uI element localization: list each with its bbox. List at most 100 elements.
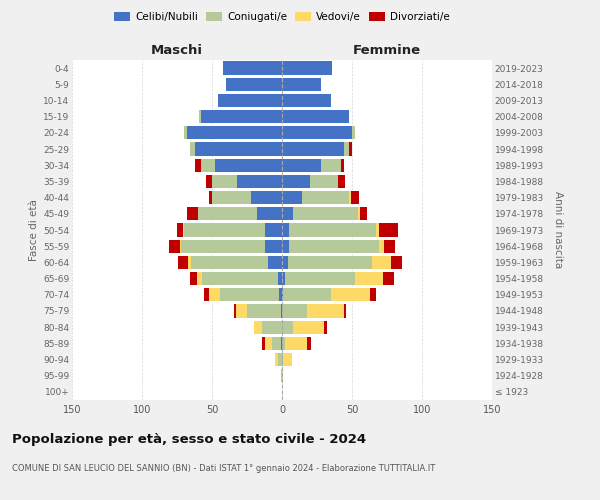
Bar bbox=[235, 304, 236, 318]
Bar bbox=[379, 224, 398, 236]
Bar bbox=[358, 207, 361, 220]
Bar bbox=[282, 110, 349, 124]
Bar bbox=[201, 158, 215, 172]
Bar bbox=[184, 224, 265, 236]
Bar bbox=[282, 369, 283, 382]
Bar bbox=[215, 158, 282, 172]
Bar bbox=[341, 158, 344, 172]
Bar bbox=[201, 110, 282, 124]
Bar bbox=[212, 175, 237, 188]
Bar bbox=[198, 207, 257, 220]
Bar bbox=[283, 353, 292, 366]
Bar bbox=[184, 126, 187, 140]
Bar bbox=[251, 191, 282, 204]
Bar bbox=[278, 272, 282, 285]
Bar bbox=[285, 272, 355, 285]
Bar bbox=[262, 336, 265, 350]
Bar bbox=[191, 256, 268, 269]
Bar bbox=[344, 304, 346, 318]
Bar bbox=[282, 94, 331, 107]
Bar bbox=[282, 353, 283, 366]
Bar bbox=[282, 62, 332, 74]
Bar bbox=[282, 240, 289, 253]
Bar bbox=[178, 256, 188, 269]
Bar bbox=[287, 256, 371, 269]
Bar bbox=[209, 288, 220, 302]
Bar bbox=[262, 320, 282, 334]
Bar bbox=[282, 126, 352, 140]
Bar bbox=[188, 256, 191, 269]
Bar bbox=[282, 207, 293, 220]
Bar bbox=[281, 304, 282, 318]
Bar bbox=[197, 272, 202, 285]
Bar bbox=[226, 78, 282, 91]
Bar bbox=[283, 288, 331, 302]
Bar bbox=[190, 142, 195, 156]
Bar bbox=[281, 336, 282, 350]
Text: Maschi: Maschi bbox=[151, 44, 203, 57]
Bar bbox=[209, 191, 212, 204]
Bar bbox=[383, 272, 394, 285]
Bar bbox=[218, 94, 282, 107]
Bar bbox=[199, 110, 201, 124]
Bar bbox=[307, 336, 311, 350]
Legend: Celibi/Nubili, Coniugati/e, Vedovi/e, Divorziati/e: Celibi/Nubili, Coniugati/e, Vedovi/e, Di… bbox=[110, 8, 454, 26]
Bar bbox=[195, 158, 201, 172]
Bar bbox=[282, 78, 321, 91]
Bar bbox=[355, 272, 383, 285]
Bar bbox=[187, 207, 198, 220]
Bar bbox=[282, 142, 344, 156]
Bar bbox=[279, 288, 282, 302]
Bar bbox=[289, 224, 376, 236]
Bar bbox=[289, 240, 379, 253]
Bar bbox=[187, 126, 282, 140]
Y-axis label: Fasce di età: Fasce di età bbox=[29, 199, 39, 261]
Bar bbox=[384, 240, 395, 253]
Bar bbox=[282, 336, 285, 350]
Bar bbox=[180, 240, 181, 253]
Bar bbox=[324, 320, 327, 334]
Bar bbox=[293, 207, 358, 220]
Bar bbox=[182, 224, 184, 236]
Bar bbox=[247, 304, 281, 318]
Bar bbox=[352, 126, 355, 140]
Y-axis label: Anni di nascita: Anni di nascita bbox=[553, 192, 563, 268]
Bar bbox=[349, 142, 352, 156]
Bar bbox=[371, 256, 391, 269]
Bar bbox=[202, 272, 278, 285]
Bar bbox=[282, 224, 289, 236]
Bar bbox=[282, 256, 287, 269]
Bar bbox=[310, 175, 338, 188]
Bar bbox=[236, 304, 247, 318]
Bar bbox=[285, 336, 307, 350]
Bar bbox=[237, 175, 282, 188]
Text: COMUNE DI SAN LEUCIO DEL SANNIO (BN) - Dati ISTAT 1° gennaio 2024 - Elaborazione: COMUNE DI SAN LEUCIO DEL SANNIO (BN) - D… bbox=[12, 464, 435, 473]
Bar bbox=[265, 240, 282, 253]
Bar bbox=[212, 191, 251, 204]
Text: Popolazione per età, sesso e stato civile - 2024: Popolazione per età, sesso e stato civil… bbox=[12, 432, 366, 446]
Bar bbox=[331, 288, 370, 302]
Bar bbox=[169, 240, 180, 253]
Bar bbox=[376, 224, 379, 236]
Bar bbox=[203, 288, 209, 302]
Bar bbox=[265, 224, 282, 236]
Bar bbox=[282, 158, 321, 172]
Bar bbox=[181, 240, 265, 253]
Bar bbox=[282, 320, 293, 334]
Bar bbox=[344, 142, 349, 156]
Bar bbox=[349, 191, 350, 204]
Bar bbox=[220, 288, 279, 302]
Bar bbox=[281, 369, 282, 382]
Bar bbox=[282, 288, 283, 302]
Bar bbox=[265, 336, 272, 350]
Bar bbox=[223, 62, 282, 74]
Bar bbox=[379, 240, 384, 253]
Bar bbox=[282, 272, 285, 285]
Bar bbox=[195, 142, 282, 156]
Bar bbox=[190, 272, 197, 285]
Bar bbox=[350, 191, 359, 204]
Bar bbox=[338, 175, 345, 188]
Text: Femmine: Femmine bbox=[353, 44, 421, 57]
Bar bbox=[282, 175, 310, 188]
Bar bbox=[321, 158, 341, 172]
